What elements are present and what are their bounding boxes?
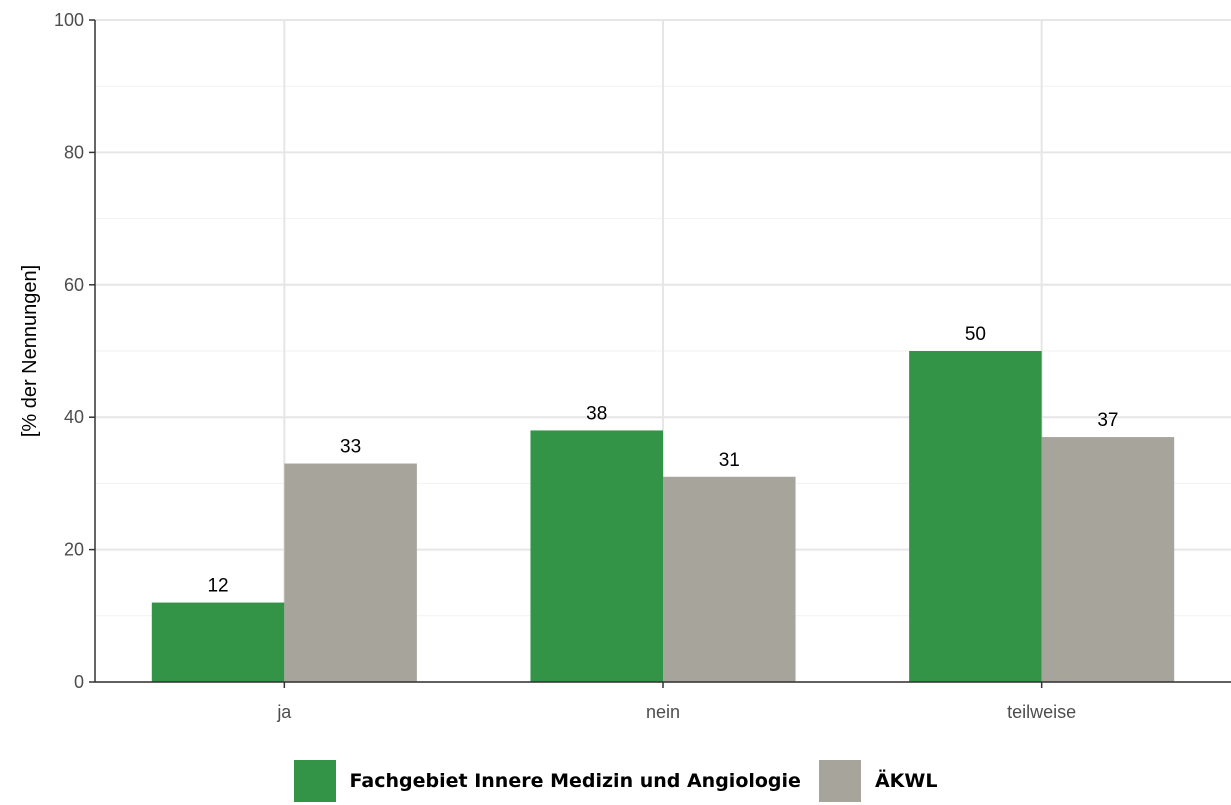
bar-value-label-0-0: 12 <box>207 576 228 597</box>
y-tick-label-0: 0 <box>74 672 84 692</box>
y-tick-label-4: 80 <box>64 142 84 162</box>
axes <box>89 19 1231 688</box>
legend-label-0: Fachgebiet Innere Medizin und Angiologie <box>349 770 801 792</box>
bar-labels: 12 38 50 33 31 37 <box>207 324 1118 597</box>
y-axis-title: [% der Nennungen] <box>19 265 41 437</box>
bar-0-0 <box>151 602 285 682</box>
legend-item-1: ÄKWL <box>818 760 938 802</box>
y-tick-label-3: 60 <box>64 275 84 295</box>
bar-1-0 <box>284 463 417 682</box>
bar-value-label-0-2: 50 <box>965 324 986 345</box>
legend-swatch-0 <box>293 760 336 802</box>
bar-0-1 <box>530 430 663 682</box>
x-tick-label-1: nein <box>646 702 680 722</box>
bars <box>151 351 1175 682</box>
bar-value-label-1-0: 33 <box>340 437 361 458</box>
legend-item-0: Fachgebiet Innere Medizin und Angiologie <box>293 760 801 802</box>
legend: Fachgebiet Innere Medizin und Angiologie… <box>0 758 1231 804</box>
bar-chart: 12 38 50 33 31 37 0 20 40 60 80 100 ja nein teilweise… <box>19 10 1231 722</box>
bar-value-label-0-1: 38 <box>586 403 607 424</box>
bar-1-2 <box>1041 437 1175 682</box>
tick-labels: 0 20 40 60 80 100 ja nein teilweise <box>54 10 1076 722</box>
y-tick-label-2: 40 <box>64 407 84 427</box>
bar-0-2 <box>909 351 1042 682</box>
x-tick-label-0: ja <box>276 702 292 722</box>
bar-1-1 <box>663 476 796 682</box>
legend-label-1: ÄKWL <box>874 770 938 792</box>
legend-swatch-1 <box>818 760 861 802</box>
y-tick-label-5: 100 <box>54 10 84 30</box>
bar-value-label-1-2: 37 <box>1097 410 1118 431</box>
x-tick-label-2: teilweise <box>1007 702 1076 722</box>
y-tick-label-1: 20 <box>64 540 84 560</box>
bar-value-label-1-1: 31 <box>719 450 740 471</box>
